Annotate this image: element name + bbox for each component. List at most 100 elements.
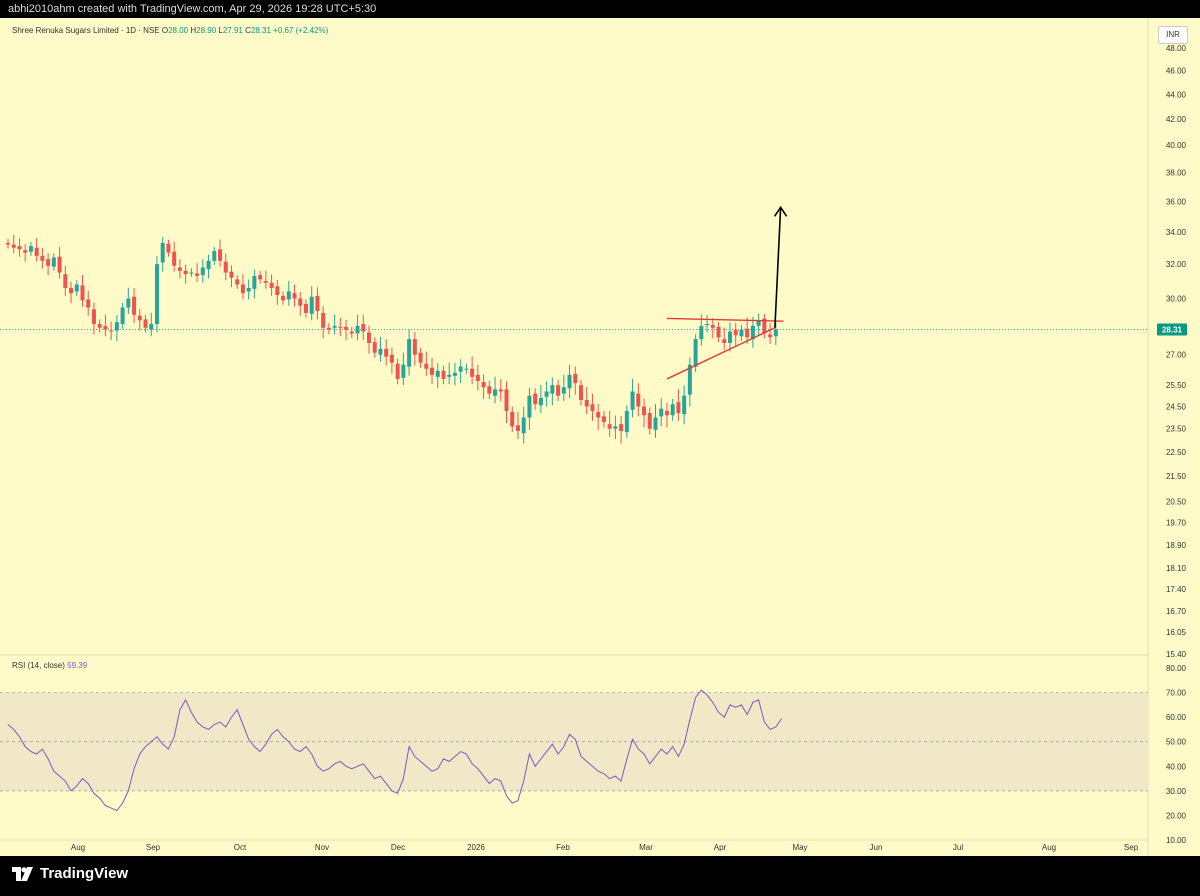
candle-body	[246, 287, 251, 292]
candle-body	[470, 368, 475, 377]
candle-body	[395, 363, 400, 379]
support-trendline[interactable]	[666, 327, 776, 380]
chart-canvas[interactable]: 48.00 46.00 44.00 42.00 40.00 38.00 36.00 34.00…	[0, 18, 1200, 856]
tradingview-icon	[12, 866, 33, 881]
time-tick-label: 2026	[467, 843, 485, 852]
candle-body	[653, 417, 658, 430]
candle-body	[120, 307, 125, 325]
candle-body	[366, 332, 371, 343]
candle-body	[481, 382, 486, 388]
candle-body	[567, 374, 572, 389]
candle-body	[28, 246, 33, 252]
time-tick-label: Jul	[953, 843, 963, 852]
candle-body	[91, 309, 96, 325]
candle-body	[292, 293, 297, 299]
price-tick-label: 23.50	[1166, 425, 1187, 434]
candle-body	[34, 247, 39, 256]
candle-body	[699, 325, 704, 340]
price-tick-label: 22.50	[1166, 448, 1187, 457]
breakout-arrow-head[interactable]	[773, 205, 788, 217]
candle-body	[132, 296, 137, 315]
candle-body	[321, 312, 326, 328]
price-tick-label: 24.50	[1166, 402, 1187, 411]
candle-body	[533, 393, 538, 405]
candle-body	[389, 354, 394, 363]
resistance-trendline[interactable]	[666, 317, 784, 322]
candle-body	[441, 370, 446, 379]
candle-body	[195, 273, 200, 276]
candle-body	[682, 395, 687, 415]
candle-body	[372, 342, 377, 353]
candle-body	[263, 281, 268, 283]
candle-body	[252, 275, 257, 289]
candle-body	[756, 320, 761, 326]
time-tick-label: Feb	[556, 843, 570, 852]
chart-area[interactable]: 48.00 46.00 44.00 42.00 40.00 38.00 36.00 34.00…	[0, 18, 1200, 856]
candle-body	[647, 413, 652, 429]
price-tick-label: 36.00	[1166, 197, 1187, 206]
candle-body	[114, 322, 119, 331]
candle-body	[149, 324, 154, 330]
close-value: 28.31	[250, 26, 271, 35]
candle-body	[693, 339, 698, 367]
candle-body	[727, 331, 732, 343]
time-tick-label: Sep	[146, 843, 161, 852]
candle-body	[550, 385, 555, 394]
currency-badge[interactable]: INR	[1158, 26, 1188, 44]
candle-body	[676, 402, 681, 414]
candle-body	[664, 410, 669, 416]
candle-body	[258, 275, 263, 280]
tradingview-logo[interactable]: TradingView	[12, 865, 128, 882]
candle-body	[235, 279, 240, 285]
price-tick-label: 15.40	[1166, 650, 1187, 659]
candle-body	[510, 411, 515, 427]
price-tick-label: 21.50	[1166, 472, 1187, 481]
candle-body	[177, 267, 182, 271]
candle-body	[212, 250, 217, 261]
change-value: +0.67 (+2.42%)	[273, 26, 329, 35]
price-tick-label: 18.90	[1166, 541, 1187, 550]
candle-body	[11, 244, 16, 248]
time-tick-label: Aug	[1042, 843, 1056, 852]
candle-body	[137, 315, 142, 321]
low-label: L	[218, 26, 223, 35]
time-tick-label: Aug	[71, 843, 85, 852]
candle-body	[556, 385, 561, 396]
candle-body	[710, 324, 715, 328]
price-tick-label: 46.00	[1166, 67, 1187, 76]
candle-body	[240, 284, 245, 294]
candle-body	[338, 326, 343, 328]
candle-body	[154, 264, 159, 325]
candle-body	[344, 326, 349, 330]
candle-body	[309, 296, 314, 314]
candle-body	[464, 368, 469, 370]
rsi-title: RSI (14, close)	[12, 661, 65, 670]
candle-body	[424, 363, 429, 369]
candle-body	[561, 387, 566, 394]
candle-body	[418, 352, 423, 363]
candle-body	[739, 329, 744, 337]
last-price-badge	[1157, 323, 1187, 336]
time-tick-label: Jun	[870, 843, 883, 852]
candle-body	[447, 374, 452, 377]
candle-body	[475, 374, 480, 382]
candle-body	[69, 287, 74, 294]
candle-body	[332, 325, 337, 328]
price-tick-label: 34.00	[1166, 228, 1187, 237]
breakout-arrow-shaft[interactable]	[774, 207, 782, 328]
candle-body	[579, 385, 583, 401]
candle-body	[349, 331, 354, 334]
rsi-tick-label: 40.00	[1166, 762, 1187, 771]
rsi-tick-label: 20.00	[1166, 811, 1187, 820]
candle-body	[126, 298, 131, 308]
candle-body	[544, 391, 549, 397]
credit-text: abhi2010ahm created with TradingView.com…	[8, 3, 377, 15]
time-tick-label: Sep	[1124, 843, 1139, 852]
candle-body	[452, 372, 457, 376]
open-value: 28.00	[168, 26, 189, 35]
candle-body	[17, 246, 22, 250]
candle-body	[218, 249, 223, 261]
candle-body	[590, 404, 595, 411]
open-label: O	[161, 26, 169, 35]
price-tick-label: 16.05	[1166, 628, 1187, 637]
